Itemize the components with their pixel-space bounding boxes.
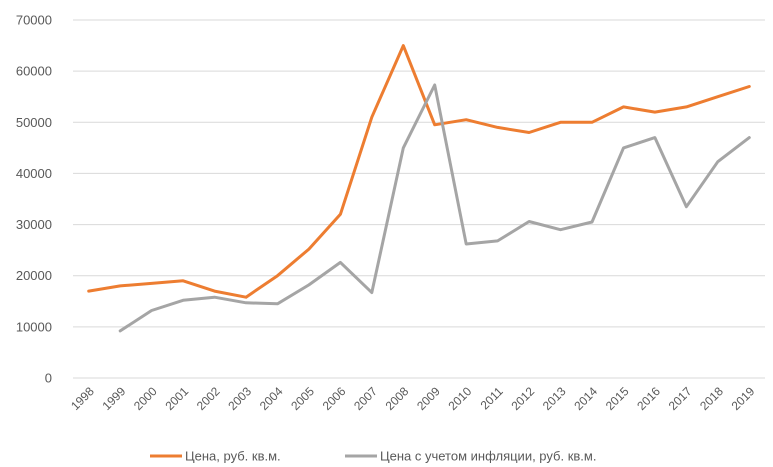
x-tick-label: 2013 (540, 384, 569, 413)
y-tick-label: 70000 (16, 13, 52, 28)
y-tick-label: 10000 (16, 319, 52, 334)
x-tick-label: 2014 (571, 384, 600, 413)
y-tick-label: 30000 (16, 217, 52, 232)
x-tick-label: 2009 (414, 384, 443, 413)
x-tick-label: 2008 (383, 384, 412, 413)
x-tick-label: 2011 (478, 384, 506, 412)
x-tick-label: 2005 (288, 384, 317, 413)
x-axis-tick-labels: 1998 1999 2000 2001 2002 2003 2004 2005 2006 2007… (68, 384, 758, 413)
x-tick-label: 2004 (257, 384, 286, 413)
series-line-2 (118, 83, 751, 333)
x-tick-label: 2019 (729, 384, 758, 413)
x-tick-label: 2002 (194, 384, 223, 413)
y-axis-tick-labels: 0 10000 20000 30000 40000 50000 60000 70000 (16, 13, 52, 386)
legend: Цена, руб. кв.м. Цена с учетом инфляции, … (150, 449, 596, 464)
y-tick-label: 0 (45, 371, 52, 386)
x-tick-label: 2010 (446, 384, 475, 413)
x-tick-label: 2001 (162, 384, 191, 413)
x-tick-label: 2015 (603, 384, 632, 413)
series-line-1 (87, 44, 751, 299)
series-lines (87, 44, 751, 333)
grid-lines (73, 19, 765, 379)
y-tick-label: 60000 (16, 64, 52, 79)
x-tick-label: 2007 (351, 384, 380, 413)
y-tick-label: 20000 (16, 268, 52, 283)
x-tick-label: 2003 (225, 384, 254, 413)
y-tick-label: 40000 (16, 166, 52, 181)
x-tick-label: 2018 (697, 384, 726, 413)
x-tick-label: 2006 (320, 384, 349, 413)
x-tick-label: 2000 (131, 384, 160, 413)
x-tick-label: 2017 (666, 384, 695, 413)
x-tick-label: 1998 (68, 384, 97, 413)
legend-label-1: Цена, руб. кв.м. (185, 449, 281, 464)
legend-label-2: Цена с учетом инфляции, руб. кв.м. (380, 449, 596, 464)
y-tick-label: 50000 (16, 115, 52, 130)
x-tick-label: 2016 (634, 384, 663, 413)
x-tick-label: 1999 (100, 384, 129, 413)
x-tick-label: 2012 (508, 384, 537, 413)
